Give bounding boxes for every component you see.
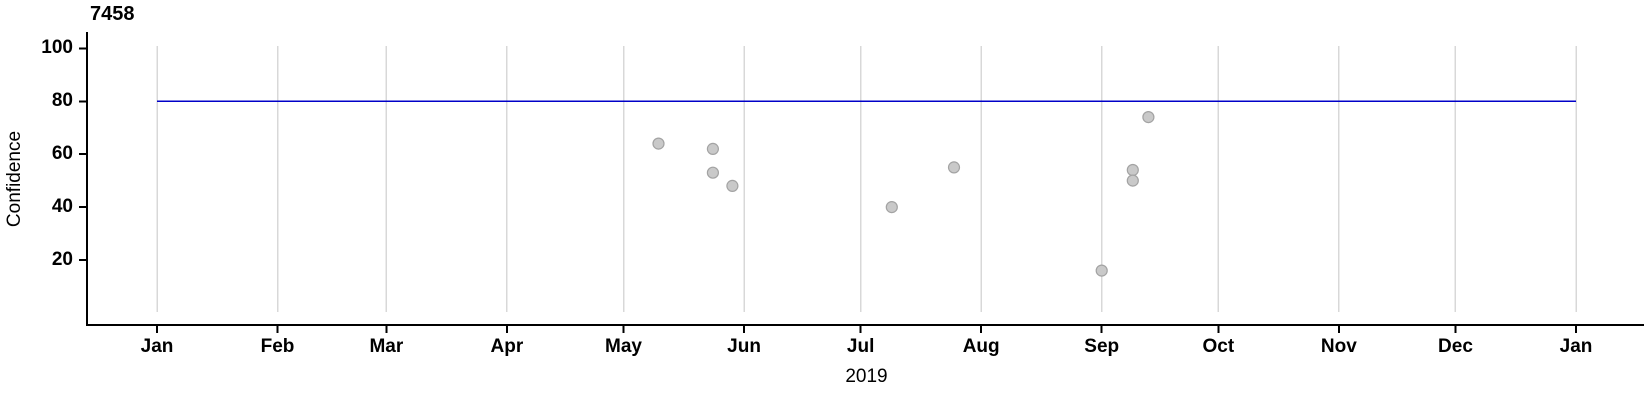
x-tick-label: Nov bbox=[1320, 336, 1357, 357]
data-point bbox=[706, 166, 720, 179]
data-point bbox=[726, 179, 739, 192]
x-tick-label: Mar bbox=[369, 336, 404, 357]
y-tick-label: 60 bbox=[51, 143, 73, 165]
x-tick-label: Oct bbox=[1202, 336, 1235, 357]
y-tick-label: 100 bbox=[41, 37, 73, 59]
data-point bbox=[1126, 174, 1139, 187]
data-point bbox=[1095, 264, 1108, 277]
x-tick-label: May bbox=[605, 336, 642, 357]
y-tick-label: 80 bbox=[51, 90, 73, 112]
data-point bbox=[652, 137, 665, 150]
x-axis-label: 2019 bbox=[845, 366, 888, 387]
x-tick-label: Dec bbox=[1438, 336, 1473, 357]
data-point bbox=[1126, 163, 1139, 177]
data-point bbox=[947, 161, 961, 174]
x-tick-label: Jan bbox=[140, 336, 174, 357]
x-tick-label: Jun bbox=[727, 336, 761, 357]
x-tick-label: Sep bbox=[1084, 336, 1120, 357]
x-tick-label: Jan bbox=[1559, 336, 1593, 357]
data-point bbox=[706, 142, 720, 155]
x-tick-label: Apr bbox=[490, 336, 524, 357]
x-tick-label: Jul bbox=[846, 336, 875, 357]
x-tick-label: Aug bbox=[962, 336, 1000, 357]
data-point bbox=[1142, 110, 1155, 124]
y-tick-label: 40 bbox=[51, 196, 73, 218]
y-tick-label: 20 bbox=[51, 248, 73, 270]
chart-title: 7458 bbox=[90, 3, 135, 25]
data-point bbox=[885, 201, 898, 214]
x-tick-label: Feb bbox=[260, 336, 295, 357]
